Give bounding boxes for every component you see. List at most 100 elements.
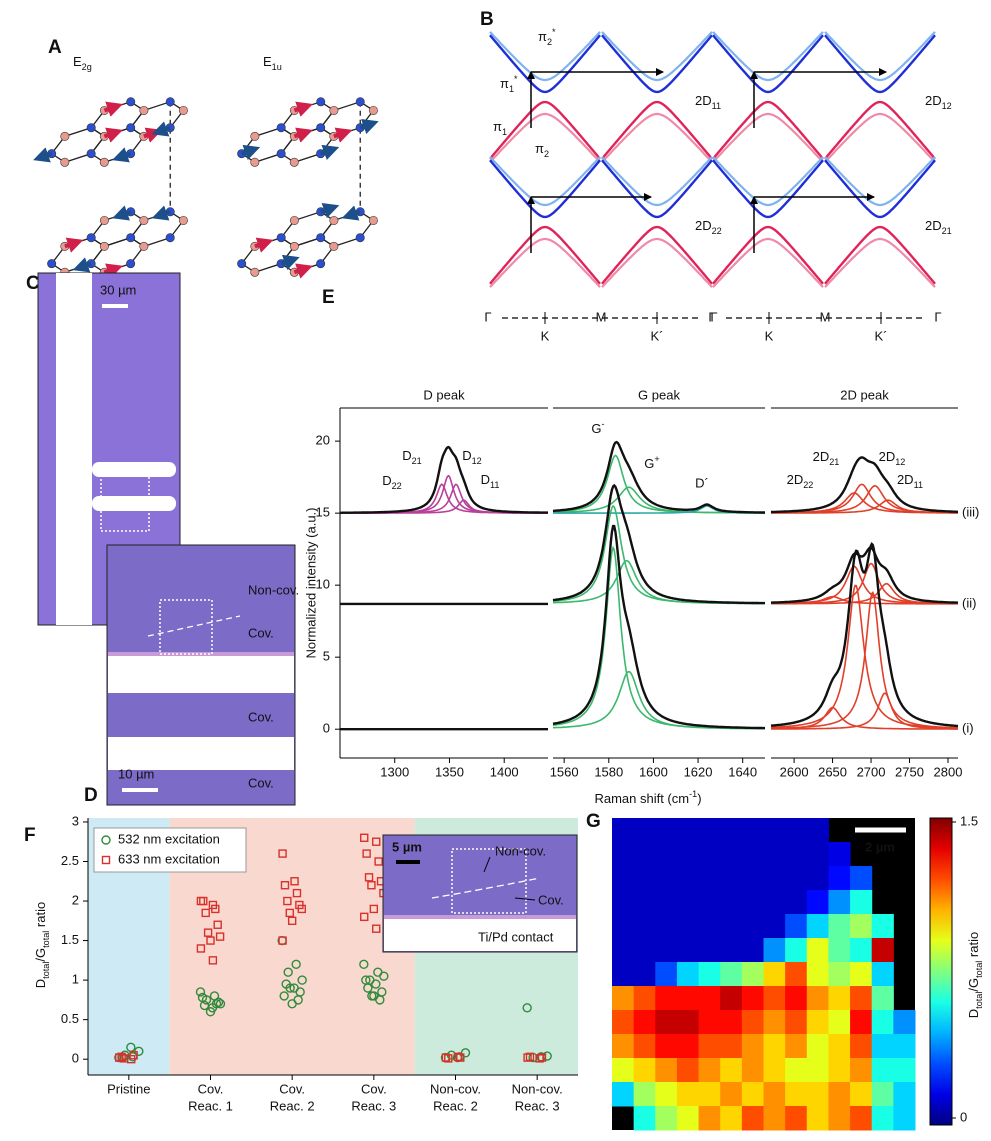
band-label: π1 <box>493 119 507 137</box>
mode-label-script: 2g <box>82 62 92 72</box>
panel-label: A <box>48 37 62 58</box>
peak-label-part: D <box>382 473 391 488</box>
map-cell <box>742 1082 764 1107</box>
k-label: Γ <box>484 309 491 324</box>
map-cell <box>850 1106 872 1131</box>
scale-bar-label: 2 µm <box>865 839 895 854</box>
transition-label-script: 21 <box>942 226 952 236</box>
map-cell <box>764 914 786 939</box>
map-cell <box>828 890 850 915</box>
map-cell <box>677 1010 699 1035</box>
map-cell <box>699 962 721 987</box>
panel-label: E <box>322 287 335 308</box>
band-pi1-star <box>713 160 823 217</box>
atom <box>179 106 187 114</box>
map-cell <box>893 1010 915 1035</box>
k-label: Γ <box>708 309 715 324</box>
atom <box>87 124 95 132</box>
transition-label-part: 2D <box>695 218 712 233</box>
x-axis-label-part: ) <box>697 791 701 806</box>
map-cell <box>893 1058 915 1083</box>
map-cell <box>828 962 850 987</box>
atom <box>277 234 285 242</box>
map-cell <box>785 866 807 891</box>
x-tick-label: 1400 <box>490 764 519 779</box>
component-curve <box>553 548 765 729</box>
x-tick-label: 1620 <box>684 764 713 779</box>
component-curve <box>553 561 765 604</box>
atom <box>126 124 134 132</box>
peak-label-part: 2D <box>879 449 896 464</box>
peak-label-script: 12 <box>895 457 905 467</box>
map-cell <box>634 1034 656 1059</box>
region-label: Non-cov. <box>248 582 299 597</box>
scale-bar-label: 5 µm <box>392 839 422 854</box>
map-cell <box>850 962 872 987</box>
map-cell <box>655 1010 677 1035</box>
map-cell <box>893 1106 915 1131</box>
y-axis-label-part: D <box>33 979 48 988</box>
atom <box>140 216 148 224</box>
map-cell <box>785 1034 807 1059</box>
atom <box>316 124 324 132</box>
map-cell <box>872 1082 894 1107</box>
atom <box>290 216 298 224</box>
band-pi1 <box>825 227 935 284</box>
atom <box>251 268 259 276</box>
x-tick-label: Cov. <box>279 1081 305 1096</box>
trace-label: (ii) <box>962 595 976 610</box>
map-cell <box>828 842 850 867</box>
map-cell <box>764 866 786 891</box>
map-cell <box>742 818 764 843</box>
map-cell <box>612 818 634 843</box>
map-cell <box>655 866 677 891</box>
map-cell <box>807 1082 829 1107</box>
peak-label: G- <box>591 419 604 436</box>
peak-label: D12 <box>462 448 482 466</box>
colorbar-tick-label: 1.5 <box>960 813 978 828</box>
map-cell <box>828 1106 850 1131</box>
map-cell <box>807 938 829 963</box>
atom <box>61 158 69 166</box>
map-cell <box>612 1058 634 1083</box>
map-cell <box>655 1058 677 1083</box>
x-tick-label: 1600 <box>639 764 668 779</box>
subpanel-title: D peak <box>423 387 465 402</box>
band-label-part: π <box>500 76 509 91</box>
colorbar-label-script: total <box>974 992 984 1009</box>
map-cell <box>807 986 829 1011</box>
map-cell <box>872 986 894 1011</box>
total-curve <box>340 447 548 513</box>
k-label: K´ <box>651 328 664 343</box>
map-cell <box>872 1034 894 1059</box>
component-curve <box>553 487 765 513</box>
component-curve <box>771 486 958 513</box>
map-cell <box>828 1034 850 1059</box>
map-cell <box>807 1034 829 1059</box>
transition-label: 2D21 <box>925 218 952 236</box>
peak-label-part: D <box>402 448 411 463</box>
atom <box>330 242 338 250</box>
band-pi1-star <box>713 35 823 92</box>
colorbar-label-part: /G <box>966 978 981 992</box>
component-curve <box>771 564 958 604</box>
total-curve <box>553 486 765 604</box>
map-cell <box>785 938 807 963</box>
panel-label: B <box>480 9 494 30</box>
map-cell <box>720 986 742 1011</box>
map-cell <box>699 818 721 843</box>
map-cell <box>764 938 786 963</box>
peak-label-script: - <box>602 419 605 429</box>
map-cell <box>655 1034 677 1059</box>
atom <box>251 158 259 166</box>
map-cell <box>677 866 699 891</box>
band-label-script: 1 <box>509 84 514 94</box>
y-tick-label: 1 <box>72 972 79 987</box>
band-pi1 <box>825 102 935 159</box>
map-cell <box>850 890 872 915</box>
map-cell <box>720 1082 742 1107</box>
electrode <box>108 655 294 693</box>
subpanel-title: G peak <box>638 387 680 402</box>
transition-label-part: 2D <box>925 218 942 233</box>
colorbar-label-part: D <box>966 1009 981 1018</box>
